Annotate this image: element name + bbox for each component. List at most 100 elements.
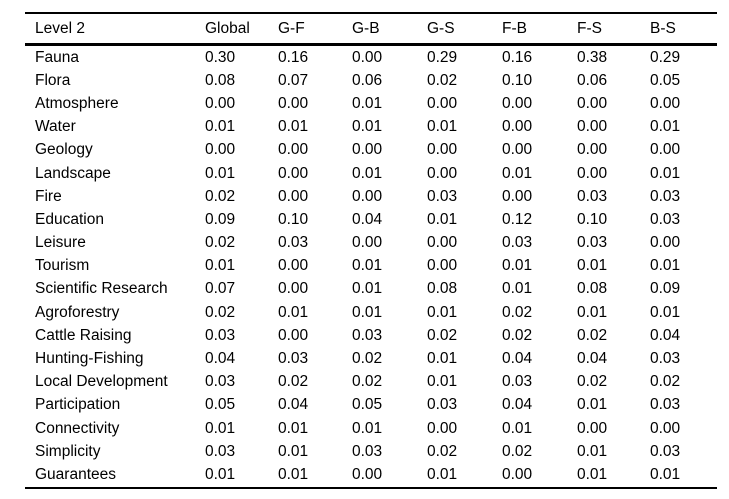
cell-value: 0.00 xyxy=(352,234,383,252)
cell-value: 0.02 xyxy=(427,71,458,89)
table-header: Level 2 Global G-F G-B G-S F-B F-S B-S xyxy=(25,13,717,46)
cell-value: 0.03 xyxy=(278,234,309,252)
row-label: Atmosphere xyxy=(35,94,119,112)
cell-value: 0.38 xyxy=(577,48,608,66)
row-label: Hunting-Fishing xyxy=(35,350,144,368)
cell-value: 0.04 xyxy=(278,396,309,414)
cell-value: 0.02 xyxy=(502,303,533,321)
cell-value: 0.03 xyxy=(577,187,608,205)
row-label: Simplicity xyxy=(35,442,101,460)
cell-value: 0.03 xyxy=(205,326,236,344)
cell-value: 0.02 xyxy=(502,442,533,460)
cell-value: 0.01 xyxy=(427,210,458,228)
cell-value: 0.00 xyxy=(278,257,309,275)
cell-value: 0.01 xyxy=(650,465,681,483)
cell-value: 0.01 xyxy=(205,257,236,275)
table-row: Landscape 0.01 0.00 0.01 0.00 0.01 0.00 0.01 xyxy=(25,162,717,185)
cell-value: 0.07 xyxy=(205,280,236,298)
column-header: G-S xyxy=(427,13,502,46)
row-label: Landscape xyxy=(35,164,111,182)
cell-value: 0.12 xyxy=(502,210,533,228)
table-row: Education 0.09 0.10 0.04 0.01 0.12 0.10 0.03 xyxy=(25,208,717,231)
cell-value: 0.00 xyxy=(427,141,458,159)
cell-value: 0.03 xyxy=(650,396,681,414)
cell-value: 0.09 xyxy=(205,210,236,228)
column-header: F-B xyxy=(502,13,577,46)
cell-value: 0.01 xyxy=(577,257,608,275)
table-row: Hunting-Fishing 0.04 0.03 0.02 0.01 0.04 0.04 0… xyxy=(25,347,717,370)
cell-value: 0.04 xyxy=(577,350,608,368)
cell-value: 0.00 xyxy=(427,164,458,182)
cell-value: 0.00 xyxy=(502,94,533,112)
cell-value: 0.01 xyxy=(427,303,458,321)
cell-value: 0.00 xyxy=(577,141,608,159)
cell-value: 0.00 xyxy=(427,419,458,437)
cell-value: 0.01 xyxy=(205,419,236,437)
table-row: Connectivity 0.01 0.01 0.01 0.00 0.01 0.00 0.00 xyxy=(25,417,717,440)
cell-value: 0.06 xyxy=(577,71,608,89)
row-label: Leisure xyxy=(35,234,86,252)
cell-value: 0.00 xyxy=(427,257,458,275)
column-header: Global xyxy=(205,13,278,46)
cell-value: 0.00 xyxy=(502,187,533,205)
cell-value: 0.06 xyxy=(352,71,383,89)
cell-value: 0.00 xyxy=(352,141,383,159)
cell-value: 0.00 xyxy=(205,141,236,159)
cell-value: 0.00 xyxy=(427,94,458,112)
table-row: Participation 0.05 0.04 0.05 0.03 0.04 0.01 0.0… xyxy=(25,394,717,417)
table-row: Tourism 0.01 0.00 0.01 0.00 0.01 0.01 0.01 xyxy=(25,255,717,278)
cell-value: 0.16 xyxy=(278,48,309,66)
row-label: Water xyxy=(35,118,76,136)
cell-value: 0.00 xyxy=(502,118,533,136)
cell-value: 0.01 xyxy=(352,164,383,182)
cell-value: 0.00 xyxy=(278,326,309,344)
cell-value: 0.30 xyxy=(205,48,236,66)
cell-value: 0.03 xyxy=(502,234,533,252)
row-label: Geology xyxy=(35,141,93,159)
row-label: Education xyxy=(35,210,104,228)
column-header: G-F xyxy=(278,13,352,46)
cell-value: 0.04 xyxy=(205,350,236,368)
cell-value: 0.00 xyxy=(577,118,608,136)
column-header: B-S xyxy=(650,13,717,46)
cell-value: 0.00 xyxy=(577,164,608,182)
cell-value: 0.01 xyxy=(577,303,608,321)
table-row: Water 0.01 0.01 0.01 0.01 0.00 0.00 0.01 xyxy=(25,116,717,139)
row-label: Fauna xyxy=(35,48,79,66)
cell-value: 0.01 xyxy=(650,257,681,275)
cell-value: 0.01 xyxy=(352,118,383,136)
cell-value: 0.00 xyxy=(278,141,309,159)
cell-value: 0.02 xyxy=(278,373,309,391)
cell-value: 0.05 xyxy=(650,71,681,89)
row-label: Scientific Research xyxy=(35,280,168,298)
cell-value: 0.29 xyxy=(650,48,681,66)
cell-value: 0.00 xyxy=(278,164,309,182)
column-header: F-S xyxy=(577,13,650,46)
cell-value: 0.01 xyxy=(278,419,309,437)
row-label: Participation xyxy=(35,396,121,414)
cell-value: 0.01 xyxy=(502,280,533,298)
cell-value: 0.10 xyxy=(502,71,533,89)
cell-value: 0.01 xyxy=(427,465,458,483)
cell-value: 0.02 xyxy=(577,373,608,391)
cell-value: 0.00 xyxy=(352,48,383,66)
cell-value: 0.04 xyxy=(502,350,533,368)
cell-value: 0.00 xyxy=(577,94,608,112)
table-row: Fauna 0.30 0.16 0.00 0.29 0.16 0.38 0.29 xyxy=(25,45,717,70)
cell-value: 0.00 xyxy=(205,94,236,112)
cell-value: 0.04 xyxy=(650,326,681,344)
cell-value: 0.01 xyxy=(427,373,458,391)
cell-value: 0.00 xyxy=(650,141,681,159)
cell-value: 0.03 xyxy=(650,210,681,228)
cell-value: 0.03 xyxy=(502,373,533,391)
column-header: G-B xyxy=(352,13,427,46)
cell-value: 0.01 xyxy=(650,118,681,136)
cell-value: 0.00 xyxy=(427,234,458,252)
cell-value: 0.03 xyxy=(650,442,681,460)
cell-value: 0.08 xyxy=(427,280,458,298)
cell-value: 0.01 xyxy=(577,442,608,460)
cell-value: 0.00 xyxy=(278,94,309,112)
table-row: Leisure 0.02 0.03 0.00 0.00 0.03 0.03 0.00 xyxy=(25,232,717,255)
row-label: Flora xyxy=(35,71,71,89)
cell-value: 0.03 xyxy=(205,373,236,391)
